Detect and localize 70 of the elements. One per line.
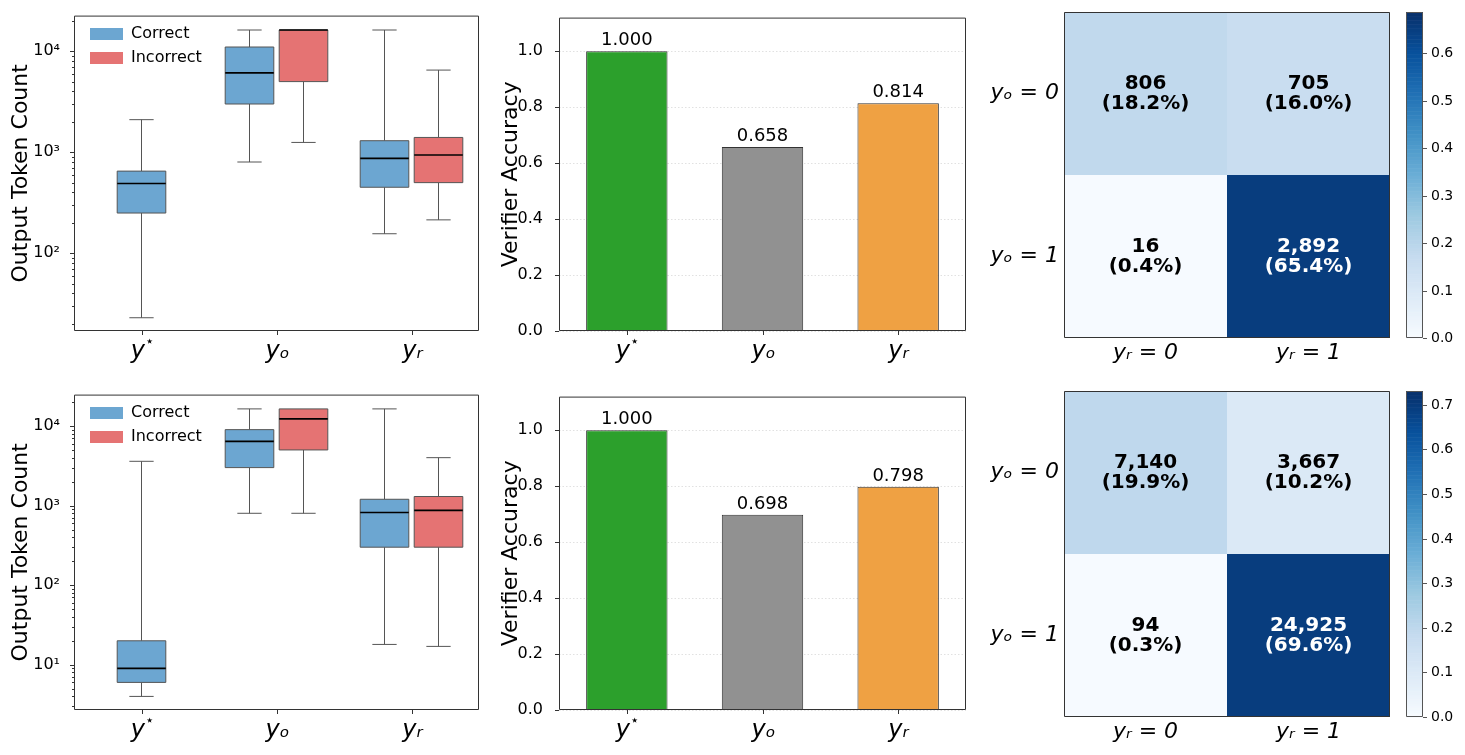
x-tick-label: y⋆ xyxy=(614,711,640,744)
x-tick-label: yₒ xyxy=(264,336,290,365)
data-label: 0.798 xyxy=(872,463,924,485)
y-tick-label: 1.0 xyxy=(517,419,543,439)
y-axis-title: Output Token Count xyxy=(6,442,32,662)
data-label: 705 (16.0%) xyxy=(1264,69,1353,114)
data-label: 806 (18.2%) xyxy=(1101,69,1190,114)
x-tick-label: y⋆ xyxy=(614,332,640,365)
color-bar-label: 0.1 xyxy=(1431,282,1454,299)
x-tick-label: yₒ xyxy=(750,336,776,365)
y-tick-label: 10¹ xyxy=(33,653,60,673)
data-label: 16 (0.4%) xyxy=(1108,232,1183,277)
data-label: 0.658 xyxy=(736,123,789,145)
data-label: 7,140 (19.9%) xyxy=(1101,448,1190,493)
color-bar-label: 0.2 xyxy=(1431,234,1454,251)
y-tick-label: yₒ = 1 xyxy=(989,242,1060,268)
color-bar-label: 0.5 xyxy=(1431,92,1454,109)
data-label: 0.698 xyxy=(736,491,789,513)
y-tick-label: 0.0 xyxy=(517,320,543,340)
y-tick-label: 0.0 xyxy=(517,699,543,719)
data-label: 1.000 xyxy=(601,407,653,429)
legend-label: Correct xyxy=(131,402,190,422)
data-label: 24,925 (69.6%) xyxy=(1264,611,1353,656)
y-tick-label: 10³ xyxy=(33,494,60,514)
y-tick-label: yₒ = 0 xyxy=(989,79,1060,105)
data-label: 0.814 xyxy=(872,80,924,102)
legend-label: Incorrect xyxy=(131,47,202,67)
data-label: 2,892 (65.4%) xyxy=(1264,232,1353,277)
color-bar-label: 0.0 xyxy=(1431,708,1454,725)
y-tick-label: 10⁴ xyxy=(33,40,60,60)
color-bar-label: 0.0 xyxy=(1431,329,1454,346)
y-tick-label: yₒ = 0 xyxy=(989,458,1060,484)
color-bar-label: 0.3 xyxy=(1431,574,1454,591)
x-tick-label: yₒ xyxy=(750,715,776,744)
y-tick-label: 0.4 xyxy=(517,208,543,228)
color-bar-label: 0.4 xyxy=(1431,139,1454,156)
x-tick-label: yᵣ xyxy=(887,336,910,365)
x-tick-label: yᵣ xyxy=(401,715,424,744)
color-bar-label: 0.6 xyxy=(1431,440,1454,457)
x-tick-label: y⋆ xyxy=(129,332,155,365)
x-tick-label: yᵣ = 1 xyxy=(1274,338,1342,364)
y-axis-title: Output Token Count xyxy=(6,63,32,283)
x-tick-label: yᵣ xyxy=(887,715,910,744)
x-tick-label: yᵣ = 0 xyxy=(1111,717,1179,743)
color-bar-label: 0.3 xyxy=(1431,187,1454,204)
legend-label: Incorrect xyxy=(131,426,202,446)
y-tick-label: 1.0 xyxy=(517,40,543,60)
color-bar-label: 0.7 xyxy=(1431,396,1454,413)
x-tick-label: yᵣ = 1 xyxy=(1274,717,1342,743)
color-bar-label: 0.4 xyxy=(1431,530,1454,547)
legend-label: Correct xyxy=(131,23,190,43)
color-bar-label: 0.5 xyxy=(1431,485,1454,502)
x-tick-label: yᵣ xyxy=(401,336,424,365)
y-tick-label: 10⁴ xyxy=(33,415,60,435)
x-tick-label: yₒ xyxy=(264,715,290,744)
color-bar-label: 0.2 xyxy=(1431,619,1454,636)
color-bar-label: 0.1 xyxy=(1431,663,1454,680)
y-tick-label: 0.4 xyxy=(517,587,543,607)
y-tick-label: yₒ = 1 xyxy=(989,621,1060,647)
data-label: 3,667 (10.2%) xyxy=(1264,448,1353,493)
x-tick-label: yᵣ = 0 xyxy=(1111,338,1179,364)
y-tick-label: 10² xyxy=(33,574,60,594)
data-label: 1.000 xyxy=(601,28,653,50)
y-tick-label: 10³ xyxy=(33,141,60,161)
y-tick-label: 10² xyxy=(33,242,60,262)
color-bar-label: 0.6 xyxy=(1431,44,1454,61)
y-tick-label: 0.2 xyxy=(517,264,543,284)
x-tick-label: y⋆ xyxy=(129,711,155,744)
data-label: 94 (0.3%) xyxy=(1108,611,1183,656)
y-tick-label: 0.2 xyxy=(517,643,543,663)
